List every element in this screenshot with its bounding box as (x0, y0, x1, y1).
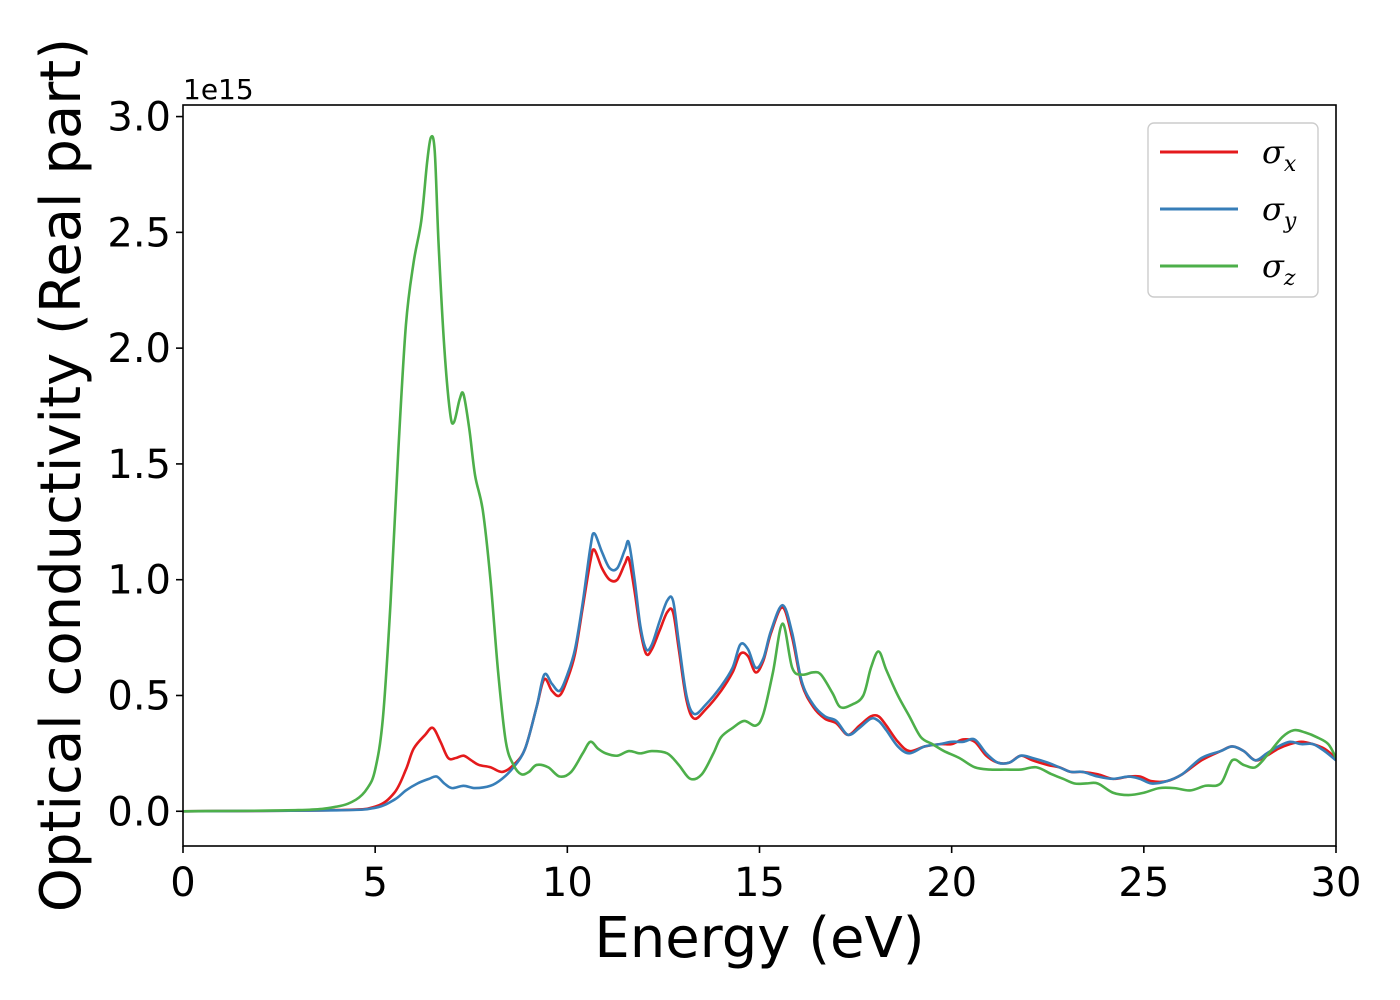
x-tick-label: 5 (362, 860, 387, 906)
x-tick-label: 25 (1118, 860, 1169, 906)
x-tick-label: 10 (542, 860, 593, 906)
x-axis-title: Energy (eV) (594, 906, 924, 971)
legend-label: σz (1262, 247, 1296, 291)
legend: σx σy σz (1147, 122, 1319, 298)
x-tick-label: 30 (1311, 860, 1362, 906)
series-line-z (183, 134, 1336, 813)
x-tick-label: 20 (926, 860, 977, 906)
legend-label: σy (1262, 190, 1297, 234)
y-tick-label: 1.5 (107, 442, 171, 488)
series-line-y (183, 531, 1336, 813)
y-tick-label: 0.5 (107, 673, 171, 719)
series-layer (183, 134, 1336, 813)
y-tick-label: 0.0 (107, 789, 171, 835)
x-tick-label: 15 (734, 860, 785, 906)
x-axis: 0 5 10 15 20 25 30 (170, 846, 1361, 906)
x-tick-label: 0 (170, 860, 195, 906)
y-axis-title: Optical conductivity (Real part) (29, 38, 94, 912)
y-tick-label: 2.0 (107, 326, 171, 372)
y-tick-label: 1.0 (107, 558, 171, 604)
legend-label: σx (1262, 133, 1297, 177)
y-axis: 0.0 0.5 1.0 1.5 2.0 2.5 3.0 (107, 95, 183, 835)
y-offset-label: 1e15 (183, 73, 254, 106)
y-tick-label: 2.5 (107, 210, 171, 256)
y-tick-label: 3.0 (107, 95, 171, 141)
